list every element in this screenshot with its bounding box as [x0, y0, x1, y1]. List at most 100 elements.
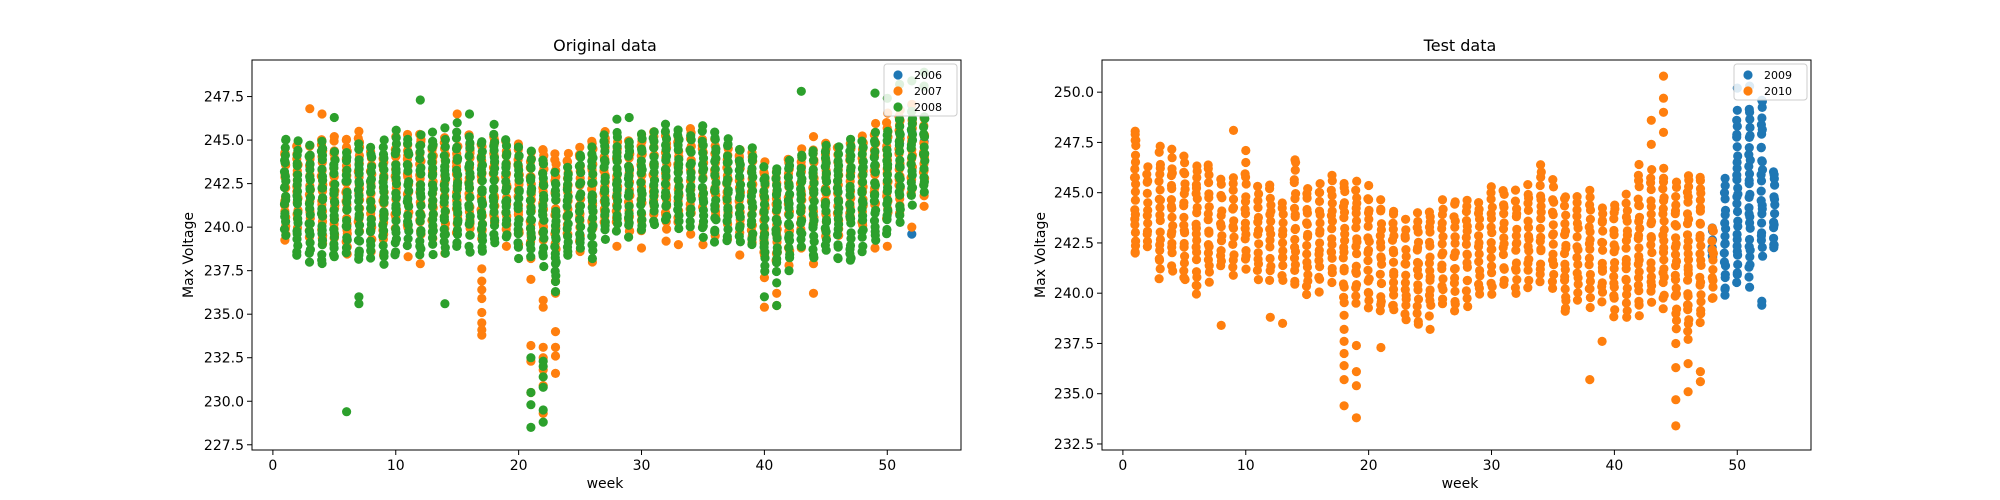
data-point: [1265, 253, 1275, 264]
data-point: [1463, 301, 1473, 312]
data-point: [1536, 167, 1546, 177]
data-point: [1363, 221, 1373, 231]
data-point: [403, 252, 413, 262]
data-point: [1450, 296, 1460, 307]
data-point: [1167, 153, 1177, 163]
data-point: [760, 173, 770, 183]
data-point: [1339, 242, 1349, 253]
data-point: [722, 231, 732, 242]
data-point: [1438, 248, 1448, 258]
data-point: [1536, 201, 1546, 211]
data-point: [869, 136, 880, 146]
data-point: [1707, 223, 1717, 233]
data-point: [1265, 242, 1275, 252]
data-point: [1204, 277, 1214, 287]
data-point: [1523, 231, 1534, 241]
data-point: [870, 243, 880, 253]
data-point: [1327, 263, 1337, 274]
data-point: [404, 177, 414, 187]
data-point: [1217, 206, 1227, 216]
data-point: [1499, 263, 1509, 273]
data-point: [1400, 285, 1410, 295]
data-point: [785, 189, 795, 199]
data-point: [1597, 203, 1607, 213]
data-point: [1401, 214, 1411, 224]
data-point: [1167, 238, 1177, 248]
data-point: [501, 159, 511, 169]
data-point: [1266, 261, 1276, 271]
data-point: [453, 215, 463, 226]
data-point: [869, 216, 880, 226]
chart-title: Test data: [1423, 36, 1497, 55]
data-point: [465, 230, 475, 240]
data-point: [354, 299, 364, 309]
data-point: [502, 230, 512, 240]
data-point: [1364, 274, 1374, 284]
data-point: [686, 204, 696, 214]
data-point: [1400, 278, 1410, 288]
data-point: [1757, 296, 1767, 306]
data-point: [415, 95, 425, 105]
data-point: [1683, 300, 1693, 310]
data-point: [526, 173, 536, 183]
data-point: [416, 163, 426, 173]
data-point: [1363, 194, 1373, 204]
data-point: [624, 112, 634, 123]
data-point: [1744, 242, 1754, 252]
data-point: [673, 175, 683, 185]
data-point: [428, 196, 438, 206]
data-point: [1191, 267, 1202, 277]
data-point: [1572, 252, 1582, 263]
data-point: [907, 166, 917, 176]
data-point: [1498, 249, 1508, 260]
data-point: [1290, 276, 1300, 286]
data-point: [1584, 260, 1594, 270]
data-point: [1154, 274, 1164, 284]
data-point: [539, 261, 549, 272]
data-point: [538, 168, 548, 178]
data-point: [1154, 254, 1164, 264]
data-point: [1412, 301, 1422, 311]
data-point: [734, 209, 745, 219]
data-point: [1659, 255, 1669, 265]
data-point: [883, 126, 893, 136]
data-point: [673, 199, 683, 209]
data-point: [834, 142, 844, 152]
data-point: [1388, 257, 1399, 267]
data-point: [1167, 261, 1177, 271]
data-point: [796, 184, 806, 194]
data-point: [391, 125, 401, 135]
data-point: [919, 187, 929, 197]
data-point: [1302, 240, 1312, 251]
data-point: [403, 194, 413, 204]
data-point: [329, 132, 339, 142]
data-point: [416, 200, 426, 211]
x-tick-label: 10: [1237, 458, 1255, 474]
data-point: [317, 221, 327, 231]
data-point: [550, 327, 561, 337]
data-point: [1241, 145, 1251, 156]
data-point: [1548, 175, 1558, 185]
data-point: [575, 201, 586, 211]
data-point: [612, 142, 622, 152]
data-point: [808, 210, 818, 220]
data-point: [477, 147, 487, 157]
data-point: [1437, 260, 1447, 270]
data-point: [771, 266, 782, 277]
data-point: [342, 407, 352, 417]
data-point: [636, 186, 647, 196]
data-point: [821, 215, 832, 225]
data-point: [440, 299, 450, 309]
data-point: [1696, 297, 1706, 307]
data-point: [1303, 184, 1313, 194]
data-point: [1683, 326, 1693, 336]
data-point: [1449, 212, 1459, 222]
data-point: [1364, 295, 1374, 306]
data-point: [624, 187, 634, 198]
data-point: [1683, 387, 1693, 397]
data-point: [1708, 293, 1718, 303]
data-point: [1670, 220, 1680, 230]
data-point: [1487, 289, 1497, 299]
data-point: [1179, 266, 1189, 276]
data-point: [1732, 199, 1742, 209]
